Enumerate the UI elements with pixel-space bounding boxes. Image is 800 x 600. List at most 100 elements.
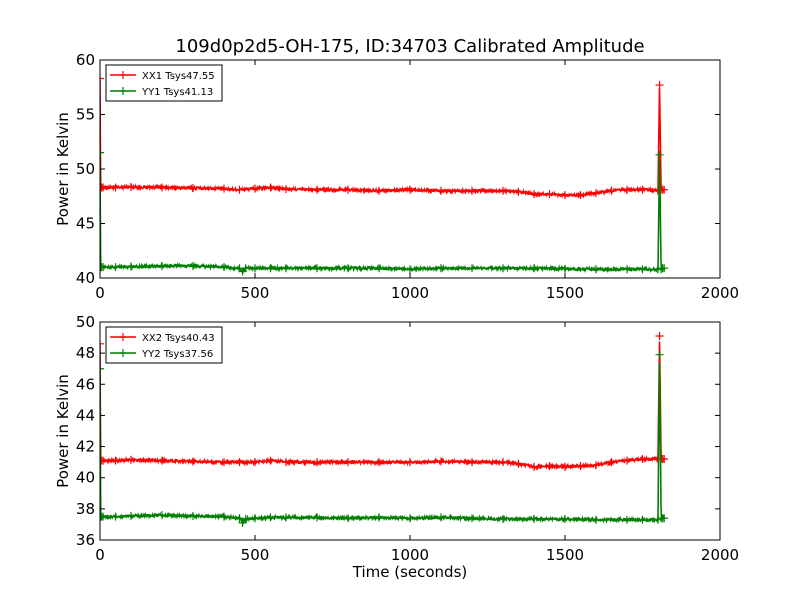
x-tick-label: 1500 <box>546 284 584 302</box>
data-point <box>660 264 669 273</box>
x-tick-label: 1000 <box>391 546 429 564</box>
data-point <box>313 264 321 273</box>
data-point <box>437 513 445 522</box>
data-point <box>592 188 600 197</box>
y-tick-label: 46 <box>76 375 95 393</box>
data-point <box>251 184 259 193</box>
data-point <box>235 185 244 194</box>
data-point <box>282 458 290 467</box>
data-point <box>660 455 669 464</box>
data-point <box>100 74 104 83</box>
data-point <box>313 185 321 194</box>
chart-title: 109d0p2d5-OH-175, ID:34703 Calibrated Am… <box>175 36 644 57</box>
x-tick-label: 1000 <box>391 284 429 302</box>
data-point <box>545 462 554 471</box>
data-point <box>530 190 538 199</box>
data-point <box>437 186 445 195</box>
data-point <box>282 185 290 194</box>
data-point <box>638 455 647 464</box>
data-point <box>607 186 616 195</box>
data-point <box>375 458 383 467</box>
y-tick-label: 50 <box>76 313 95 331</box>
legend-label: XX1 Tsys47.55 <box>142 71 215 82</box>
legend-label: YY2 Tsys37.56 <box>141 349 213 360</box>
data-point <box>235 514 244 523</box>
data-point <box>468 186 476 195</box>
x-tick-label: 0 <box>95 284 105 302</box>
data-point <box>530 264 538 273</box>
data-point <box>530 462 538 471</box>
data-point <box>561 514 569 523</box>
y-tick-label: 45 <box>76 215 95 233</box>
data-point <box>623 456 631 465</box>
y-tick-label: 40 <box>76 469 95 487</box>
data-point <box>468 514 476 523</box>
data-point <box>406 514 414 523</box>
data-point <box>111 512 120 521</box>
legend-marker <box>119 333 127 341</box>
data-point <box>344 264 352 273</box>
data-point <box>468 264 476 273</box>
data-point <box>220 184 228 193</box>
data-point <box>344 458 352 467</box>
data-point <box>576 462 585 471</box>
x-axis-label: Time (seconds) <box>352 563 468 581</box>
data-point <box>189 184 197 193</box>
data-point <box>100 364 104 373</box>
data-point <box>406 265 414 274</box>
data-point <box>561 264 569 273</box>
data-point <box>623 185 631 194</box>
data-point <box>437 457 445 466</box>
data-point <box>127 455 135 464</box>
data-point <box>251 458 259 467</box>
data-point <box>638 265 647 274</box>
series-line-2 <box>100 153 665 274</box>
data-point <box>266 513 275 522</box>
data-point <box>576 191 585 200</box>
data-point <box>266 456 275 465</box>
data-point <box>189 511 197 520</box>
legend-marker <box>119 71 127 79</box>
data-point <box>514 459 523 468</box>
x-tick-label: 500 <box>241 284 270 302</box>
data-point <box>251 264 259 273</box>
data-point <box>235 458 244 467</box>
data-point <box>499 514 507 523</box>
legend: XX2 Tsys40.43 YY2 Tsys37.56 <box>105 326 223 364</box>
legend-marker <box>119 349 127 357</box>
x-tick-label: 0 <box>95 546 105 564</box>
data-point <box>607 458 616 467</box>
data-point <box>592 515 600 524</box>
x-tick-label: 1500 <box>546 546 584 564</box>
chart-panel-2: 0 500 1000 1500 2000 36 38 40 42 44 46 48 50 Power in… <box>54 313 739 581</box>
data-point <box>127 262 135 271</box>
data-point <box>313 458 321 467</box>
data-point <box>514 187 523 196</box>
data-point <box>344 514 352 523</box>
data-point <box>655 81 664 90</box>
legend-label: XX2 Tsys40.43 <box>142 333 215 344</box>
data-point <box>282 513 290 522</box>
data-point <box>638 185 647 194</box>
data-point <box>623 515 631 524</box>
data-point <box>499 264 507 273</box>
data-point <box>100 339 104 348</box>
data-point <box>111 183 120 192</box>
y-tick-label: 40 <box>76 269 95 287</box>
data-point <box>111 456 120 465</box>
data-point <box>655 350 664 359</box>
data-point <box>660 185 669 194</box>
series-line-2 <box>100 362 665 525</box>
data-point <box>158 183 166 192</box>
data-point <box>127 182 135 191</box>
legend-marker <box>119 87 127 95</box>
legend-box <box>105 326 223 364</box>
data-point <box>623 265 631 274</box>
legend: XX1 Tsys47.55 YY1 Tsys41.13 <box>105 64 223 102</box>
data-point <box>189 457 197 466</box>
data-point <box>220 512 228 521</box>
y-axis-label: Power in Kelvin <box>54 374 72 488</box>
data-point <box>266 183 275 192</box>
data-point <box>158 511 166 520</box>
